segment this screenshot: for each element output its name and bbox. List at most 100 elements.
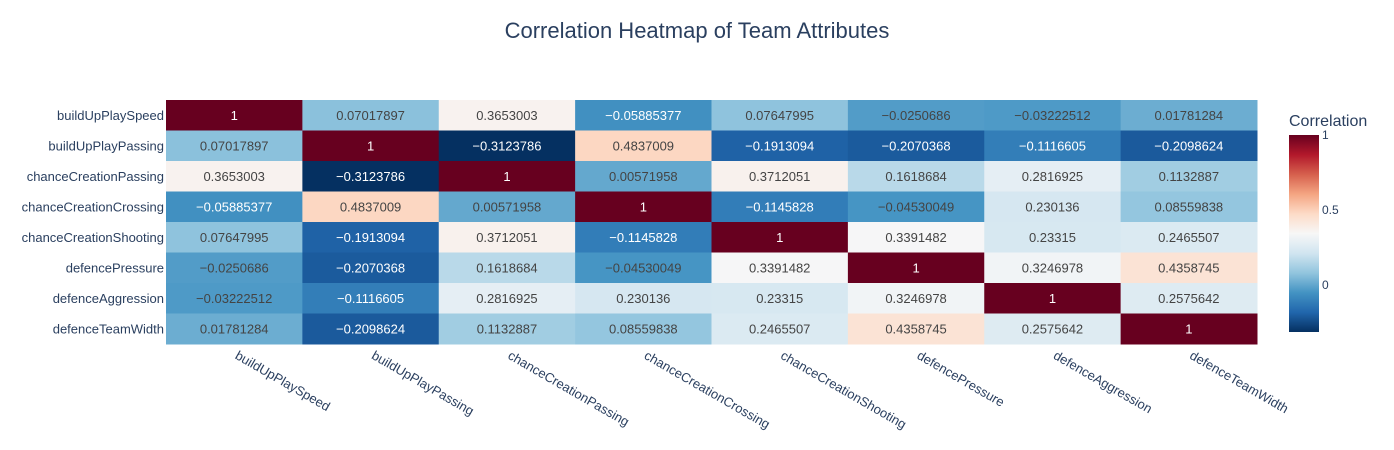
heatmap-cell-label: 0.3712051	[476, 230, 537, 245]
heatmap-cell-label: −0.2098624	[336, 321, 405, 336]
heatmap-cell-label: 0.2816925	[1022, 169, 1083, 184]
heatmap-cell	[575, 222, 712, 253]
heatmap-cell-label: 0.07647995	[745, 108, 814, 123]
heatmap-cell	[302, 130, 440, 162]
heatmap-cell	[166, 191, 303, 223]
heatmap-cell	[166, 283, 303, 314]
heatmap-cell-label: 1	[367, 138, 374, 153]
heatmap-cell-label: −0.1913094	[745, 138, 814, 153]
heatmap-cell-label: −0.3123786	[472, 138, 541, 153]
heatmap-cell-label: 0.230136	[616, 291, 670, 306]
heatmap-cell	[302, 313, 440, 345]
y-tick-label: chanceCreationPassing	[27, 169, 164, 184]
x-axis-labels: buildUpPlaySpeed buildUpPlayPassing chance…	[233, 348, 1291, 432]
heatmap-cell-label: −0.1145828	[746, 199, 814, 214]
heatmap-cell-label: 1	[503, 169, 510, 184]
heatmap-cell	[166, 313, 303, 345]
heatmap-cell	[847, 283, 985, 314]
heatmap-cell	[438, 100, 576, 131]
heatmap-cell	[575, 313, 712, 345]
heatmap-cell-label: −0.0250686	[882, 108, 951, 123]
heatmap-cell	[166, 130, 303, 162]
x-tick-label: chanceCreationPassing	[505, 348, 631, 430]
heatmap-cell-label: 0.3653003	[476, 108, 537, 123]
y-tick-label: defenceAggression	[53, 291, 164, 306]
heatmap-cell-label: 0.01781284	[1154, 108, 1223, 123]
heatmap-cell-label: 0.2465507	[1158, 230, 1219, 245]
heatmap-cell-label: 0.4837009	[613, 138, 674, 153]
heatmap-cell	[166, 222, 303, 253]
heatmap-cell-label: 0.3391482	[749, 260, 810, 275]
colorbar-title: Correlation	[1289, 113, 1367, 130]
heatmap-cell	[984, 161, 1122, 192]
heatmap-cell-label: 0.4837009	[340, 199, 401, 214]
heatmap-cell-label: −0.04530049	[605, 260, 681, 275]
heatmap-cell-label: −0.04530049	[878, 199, 954, 214]
colorbar-tick-label: 0.5	[1322, 203, 1339, 217]
heatmap-cell-label: −0.1116605	[1019, 138, 1086, 153]
heatmap-cell	[1120, 252, 1258, 284]
heatmap-cell	[984, 283, 1122, 314]
heatmap-cell-label: −0.0250686	[200, 260, 269, 275]
heatmap-cell-label: 1	[776, 230, 783, 245]
heatmap-cell-label: 1	[1049, 291, 1056, 306]
x-tick-label: defenceTeamWidth	[1187, 348, 1291, 417]
y-tick-label: chanceCreationShooting	[22, 230, 164, 245]
x-tick-label: chanceCreationCrossing	[642, 348, 773, 432]
heatmap-cell-label: 0.23315	[1029, 230, 1076, 245]
heatmap-cell	[711, 252, 849, 284]
heatmap-cell	[711, 130, 849, 162]
y-tick-label: buildUpPlaySpeed	[57, 108, 164, 123]
heatmap-cell	[847, 313, 985, 345]
heatmap-cell-label: 0.2575642	[1022, 321, 1083, 336]
heatmap-cell-label: 0.3246978	[885, 291, 946, 306]
heatmap-cell	[438, 222, 576, 253]
heatmap-cell	[438, 130, 576, 162]
heatmap-cell-label: 0.3712051	[749, 169, 810, 184]
heatmap-cell-label: 1	[1185, 321, 1192, 336]
colorbar-tick-label: 1	[1322, 128, 1329, 142]
heatmap-cell-label: 0.2816925	[476, 291, 537, 306]
heatmap-cell-label: 1	[640, 199, 647, 214]
y-tick-label: defenceTeamWidth	[53, 321, 164, 336]
heatmap-cell-label: 0.1618684	[476, 260, 537, 275]
heatmap-cell-label: 0.230136	[1025, 199, 1079, 214]
heatmap-cell	[438, 283, 576, 314]
heatmap-cell	[302, 222, 440, 253]
heatmap-cell-label: 0.2465507	[749, 321, 810, 336]
heatmap-cell-label: −0.1145828	[609, 230, 677, 245]
colorbar-tick-label: 0	[1322, 278, 1329, 292]
heatmap-cell-label: 0.1132887	[1159, 169, 1220, 184]
heatmap-cell	[438, 313, 576, 345]
x-tick-label: defenceAggression	[1051, 348, 1155, 417]
heatmap-cell	[984, 222, 1122, 253]
heatmap-cell	[1120, 222, 1258, 253]
chart-title: Correlation Heatmap of Team Attributes	[505, 18, 890, 43]
heatmap-cell	[711, 100, 849, 131]
heatmap-cell	[711, 161, 849, 192]
heatmap-cell-label: 0.4358745	[1158, 260, 1219, 275]
heatmap-cell	[847, 100, 985, 131]
heatmap-cell-label: −0.2098624	[1154, 138, 1223, 153]
heatmap-cell	[166, 100, 303, 131]
heatmap-cell-label: −0.1116605	[337, 291, 404, 306]
heatmap-cell	[847, 161, 985, 192]
heatmap-cell	[1120, 130, 1258, 162]
heatmap-cell-label: 0.01781284	[200, 321, 269, 336]
heatmap-cell-label: 0.00571958	[473, 199, 542, 214]
heatmap-cell-label: 0.4358745	[885, 321, 946, 336]
colorbar-ticks: 00.51	[1322, 128, 1339, 292]
heatmap-cell	[847, 252, 985, 284]
heatmap-cell-label: 0.3653003	[203, 169, 264, 184]
heatmap-cell-label: 0.07647995	[200, 230, 269, 245]
heatmap-cell	[984, 100, 1122, 131]
heatmap-cell-label: −0.05885377	[196, 199, 272, 214]
heatmap-cell	[711, 313, 849, 345]
heatmap-cell	[438, 161, 576, 192]
heatmap-cell-label: 0.1618684	[885, 169, 946, 184]
x-tick-label: buildUpPlayPassing	[369, 348, 477, 419]
heatmap-cell	[575, 100, 712, 131]
x-tick-label: buildUpPlaySpeed	[233, 348, 333, 414]
